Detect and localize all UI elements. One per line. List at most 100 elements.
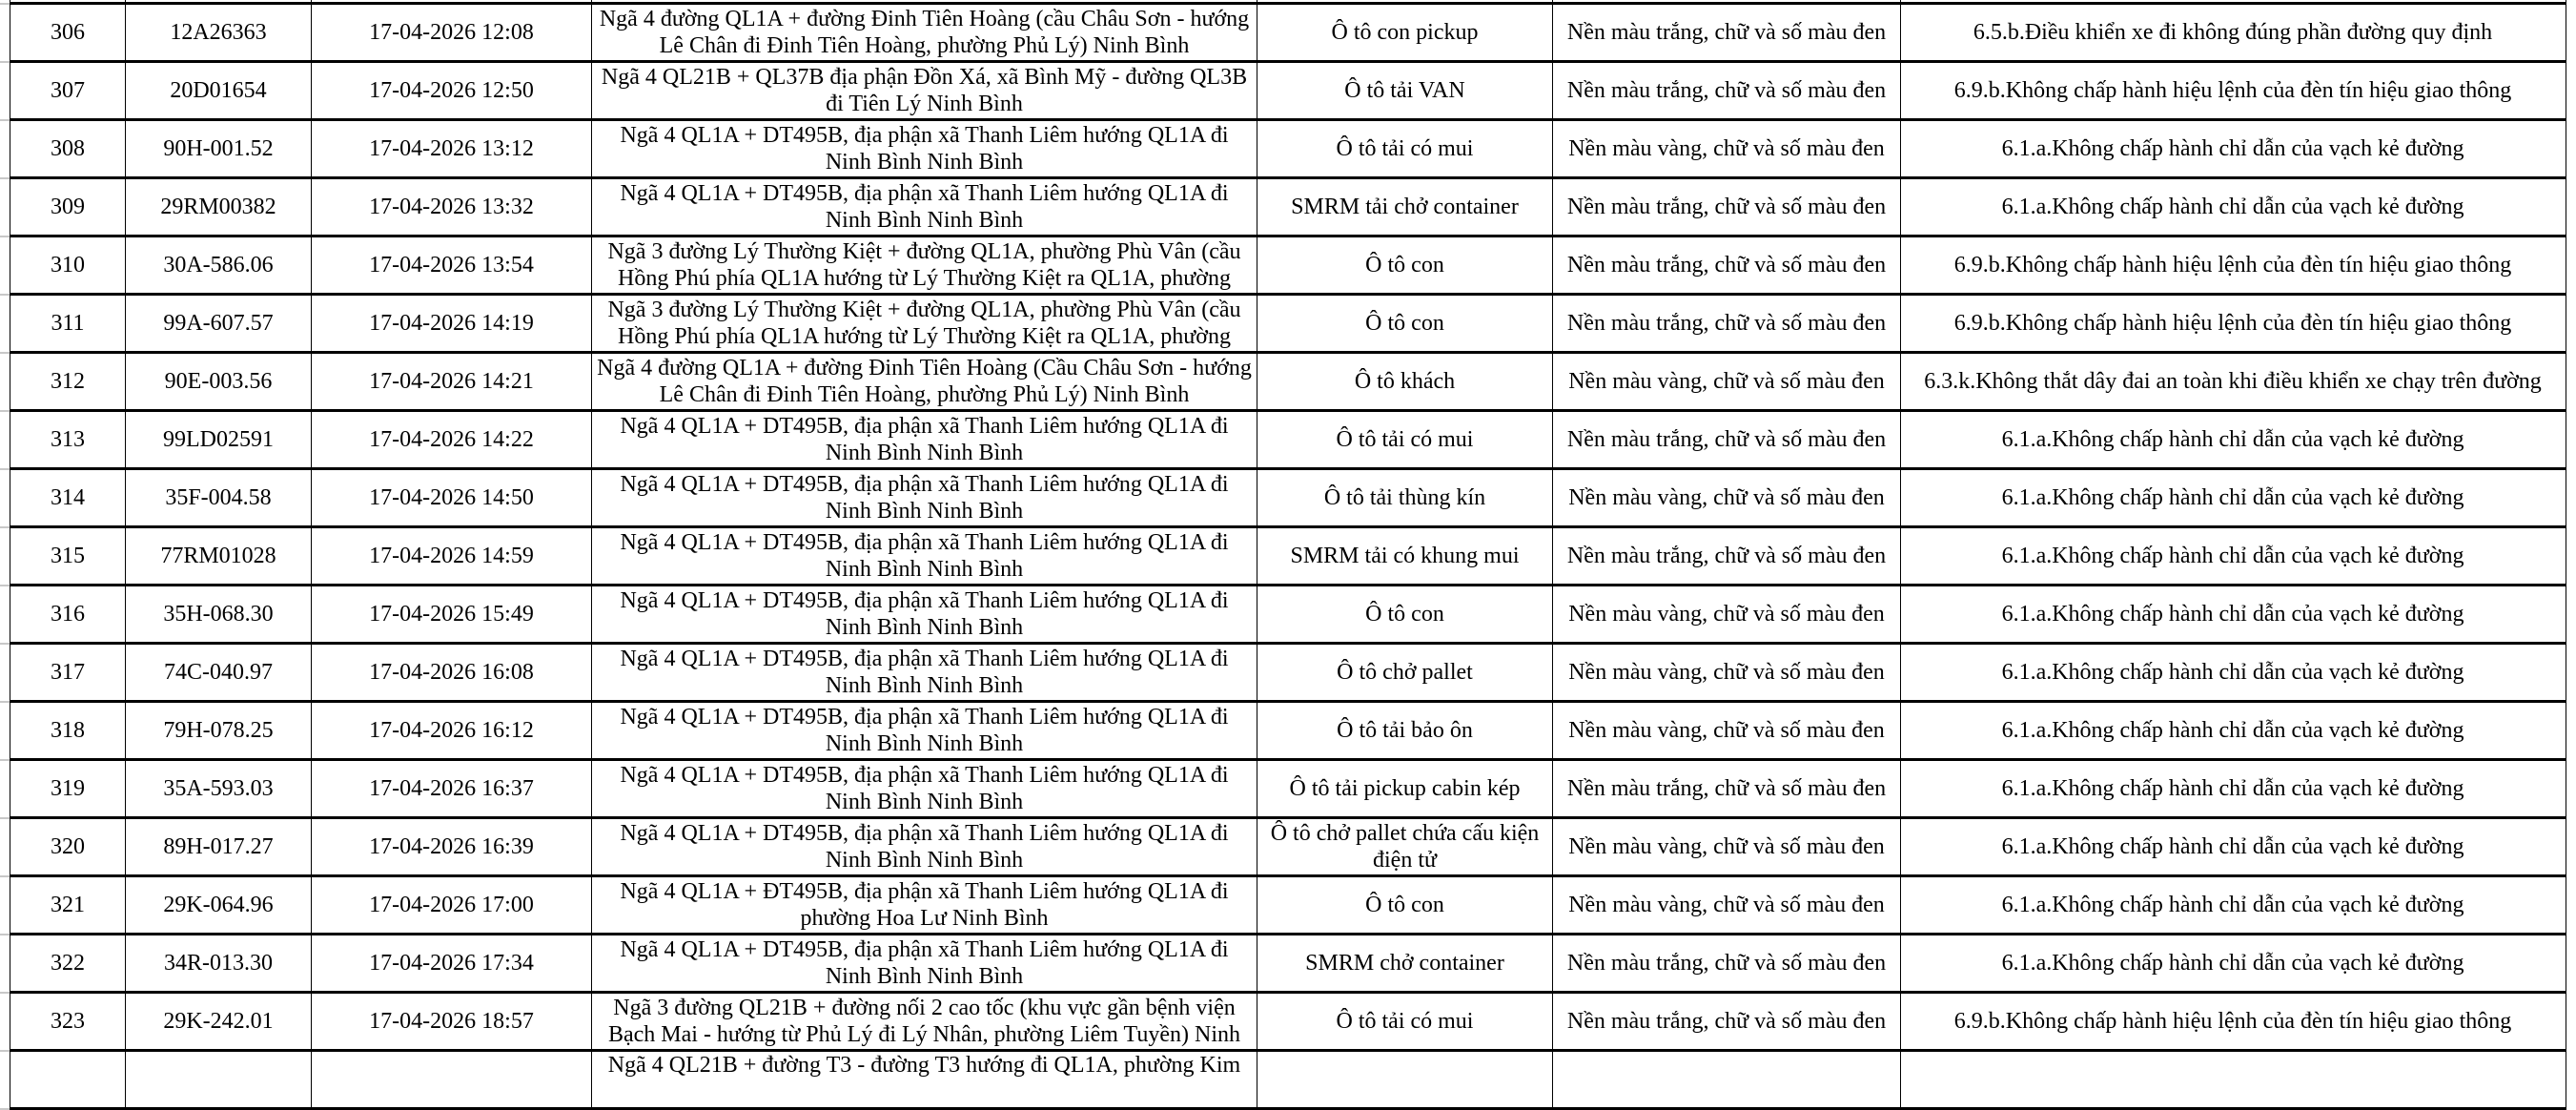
license-plate-cell[interactable]: 77RM01028 xyxy=(126,528,312,584)
license-plate-cell[interactable]: 35F-004.58 xyxy=(126,470,312,525)
violation-cell[interactable]: 6.9.b.Không chấp hành hiệu lệnh của đèn … xyxy=(1901,237,2565,293)
violation-cell[interactable]: 6.1.a.Không chấp hành chỉ dẫn của vạch k… xyxy=(1901,877,2565,933)
plate-color-cell[interactable]: Nền màu trắng, chữ và số màu đen xyxy=(1553,179,1901,235)
violation-cell[interactable]: 6.1.a.Không chấp hành chỉ dẫn của vạch k… xyxy=(1901,121,2565,176)
violation-cell[interactable]: 6.5.b.Điều khiển xe đi không đúng phần đ… xyxy=(1901,5,2565,60)
vehicle-type-cell[interactable]: Ô tô tải có mui xyxy=(1257,121,1553,176)
location-cell[interactable]: Ngã 4 QL1A + ĐT495B, địa phận xã Thanh L… xyxy=(592,877,1257,933)
plate-color-cell[interactable]: Nền màu vàng, chữ và số màu đen xyxy=(1553,354,1901,409)
license-plate-cell[interactable] xyxy=(126,1052,312,1107)
violation-cell[interactable]: 6.1.a.Không chấp hành chỉ dẫn của vạch k… xyxy=(1901,761,2565,816)
location-cell[interactable]: Ngã 4 QL21B + QL37B địa phận Đồn Xá, xã … xyxy=(592,63,1257,118)
row-number-cell[interactable] xyxy=(10,1052,126,1107)
row-number-cell[interactable]: 306 xyxy=(10,5,126,60)
plate-color-cell[interactable]: Nền màu vàng, chữ và số màu đen xyxy=(1553,645,1901,700)
time-cell[interactable] xyxy=(312,1052,592,1107)
vehicle-type-cell[interactable]: Ô tô con pickup xyxy=(1257,5,1553,60)
plate-color-cell[interactable] xyxy=(1553,0,1901,2)
plate-color-cell[interactable] xyxy=(1553,1052,1901,1107)
row-number-cell[interactable]: 318 xyxy=(10,703,126,758)
vehicle-type-cell[interactable]: SMRM chở container xyxy=(1257,935,1553,991)
time-cell[interactable]: 17-04-2026 14:19 xyxy=(312,296,592,351)
time-cell[interactable]: 17-04-2026 12:50 xyxy=(312,63,592,118)
license-plate-cell[interactable]: 30A-586.06 xyxy=(126,237,312,293)
row-number-cell[interactable]: 310 xyxy=(10,237,126,293)
time-cell[interactable]: 17-04-2026 14:22 xyxy=(312,412,592,467)
time-cell[interactable]: 17-04-2026 16:37 xyxy=(312,761,592,816)
row-number-cell[interactable]: 314 xyxy=(10,470,126,525)
license-plate-cell[interactable]: 35H-068.30 xyxy=(126,586,312,642)
time-cell[interactable]: 17-04-2026 14:21 xyxy=(312,354,592,409)
location-cell[interactable]: Ngã 3 đường QL21B + đường nối 2 cao tốc … xyxy=(592,994,1257,1049)
time-cell[interactable]: 17-04-2026 13:54 xyxy=(312,237,592,293)
time-cell[interactable]: 17-04-2026 17:00 xyxy=(312,877,592,933)
row-number-cell[interactable] xyxy=(10,0,126,2)
plate-color-cell[interactable]: Nền màu trắng, chữ và số màu đen xyxy=(1553,761,1901,816)
license-plate-cell[interactable]: 79H-078.25 xyxy=(126,703,312,758)
time-cell[interactable] xyxy=(312,0,592,2)
location-cell[interactable]: Ngã 4 QL21B + đường T3 - đường T3 hướng … xyxy=(592,1052,1257,1107)
time-cell[interactable]: 17-04-2026 16:39 xyxy=(312,819,592,874)
row-number-cell[interactable]: 309 xyxy=(10,179,126,235)
location-cell[interactable]: Ngã 4 QL1A + DT495B, địa phận xã Thanh L… xyxy=(592,935,1257,991)
vehicle-type-cell[interactable] xyxy=(1257,0,1553,2)
location-cell[interactable]: Ngã 4 đường QL1A + đường Đinh Tiên Hoàng… xyxy=(592,354,1257,409)
vehicle-type-cell[interactable] xyxy=(1257,1052,1553,1107)
plate-color-cell[interactable]: Nền màu vàng, chữ và số màu đen xyxy=(1553,470,1901,525)
violation-cell[interactable]: 6.1.a.Không chấp hành chỉ dẫn của vạch k… xyxy=(1901,412,2565,467)
plate-color-cell[interactable]: Nền màu vàng, chữ và số màu đen xyxy=(1553,703,1901,758)
time-cell[interactable]: 17-04-2026 12:08 xyxy=(312,5,592,60)
license-plate-cell[interactable]: 89H-017.27 xyxy=(126,819,312,874)
license-plate-cell[interactable]: 90E-003.56 xyxy=(126,354,312,409)
row-number-cell[interactable]: 317 xyxy=(10,645,126,700)
vehicle-type-cell[interactable]: Ô tô con xyxy=(1257,586,1553,642)
row-number-cell[interactable]: 320 xyxy=(10,819,126,874)
row-number-cell[interactable]: 323 xyxy=(10,994,126,1049)
location-cell[interactable]: Ngã 4 QL1A + DT495B, địa phận xã Thanh L… xyxy=(592,586,1257,642)
violation-cell[interactable]: 6.1.a.Không chấp hành chỉ dẫn của vạch k… xyxy=(1901,935,2565,991)
violation-cell[interactable]: 6.1.a.Không chấp hành chỉ dẫn của vạch k… xyxy=(1901,470,2565,525)
license-plate-cell[interactable]: 74C-040.97 xyxy=(126,645,312,700)
location-cell[interactable]: Ngã 3 đường Lý Thường Kiệt + đường QL1A,… xyxy=(592,237,1257,293)
plate-color-cell[interactable]: Nền màu trắng, chữ và số màu đen xyxy=(1553,5,1901,60)
row-number-cell[interactable]: 312 xyxy=(10,354,126,409)
license-plate-cell[interactable]: 99A-607.57 xyxy=(126,296,312,351)
violation-cell[interactable]: 6.1.a.Không chấp hành chỉ dẫn của vạch k… xyxy=(1901,179,2565,235)
row-number-cell[interactable]: 319 xyxy=(10,761,126,816)
license-plate-cell[interactable]: 20D01654 xyxy=(126,63,312,118)
time-cell[interactable]: 17-04-2026 13:32 xyxy=(312,179,592,235)
violation-cell[interactable]: 6.1.a.Không chấp hành chỉ dẫn của vạch k… xyxy=(1901,819,2565,874)
vehicle-type-cell[interactable]: Ô tô tải có mui xyxy=(1257,412,1553,467)
violation-cell[interactable]: 6.1.a.Không chấp hành chỉ dẫn của vạch k… xyxy=(1901,703,2565,758)
row-number-cell[interactable]: 308 xyxy=(10,121,126,176)
vehicle-type-cell[interactable]: Ô tô tải VAN xyxy=(1257,63,1553,118)
time-cell[interactable]: 17-04-2026 17:34 xyxy=(312,935,592,991)
violation-cell[interactable]: 6.3.k.Không thắt dây đai an toàn khi điề… xyxy=(1901,354,2565,409)
violation-cell[interactable]: 6.1.a.Không chấp hành chỉ dẫn của vạch k… xyxy=(1901,528,2565,584)
violation-cell[interactable]: 6.1.a.Không chấp hành chỉ dẫn của vạch k… xyxy=(1901,586,2565,642)
row-number-cell[interactable]: 315 xyxy=(10,528,126,584)
license-plate-cell[interactable]: 29K-064.96 xyxy=(126,877,312,933)
vehicle-type-cell[interactable]: Ô tô chở pallet xyxy=(1257,645,1553,700)
location-cell[interactable]: Ngã 4 QL1A + DT495B, địa phận xã Thanh L… xyxy=(592,412,1257,467)
vehicle-type-cell[interactable]: Ô tô chở pallet chứa cấu kiện điện tử xyxy=(1257,819,1553,874)
plate-color-cell[interactable]: Nền màu trắng, chữ và số màu đen xyxy=(1553,412,1901,467)
row-number-cell[interactable]: 307 xyxy=(10,63,126,118)
plate-color-cell[interactable]: Nền màu trắng, chữ và số màu đen xyxy=(1553,528,1901,584)
license-plate-cell[interactable]: 34R-013.30 xyxy=(126,935,312,991)
license-plate-cell[interactable]: 29RM00382 xyxy=(126,179,312,235)
vehicle-type-cell[interactable]: SMRM tải chở container xyxy=(1257,179,1553,235)
time-cell[interactable]: 17-04-2026 13:12 xyxy=(312,121,592,176)
row-number-cell[interactable]: 322 xyxy=(10,935,126,991)
location-cell[interactable]: Ngã 4 QL1A + DT495B, địa phận xã Thanh L… xyxy=(592,819,1257,874)
violation-cell[interactable]: 6.1.a.Không chấp hành chỉ dẫn của vạch k… xyxy=(1901,645,2565,700)
license-plate-cell[interactable]: 35A-593.03 xyxy=(126,761,312,816)
violation-cell[interactable] xyxy=(1901,1052,2565,1107)
plate-color-cell[interactable]: Nền màu trắng, chữ và số màu đen xyxy=(1553,63,1901,118)
plate-color-cell[interactable]: Nền màu trắng, chữ và số màu đen xyxy=(1553,935,1901,991)
plate-color-cell[interactable]: Nền màu trắng, chữ và số màu đen xyxy=(1553,994,1901,1049)
plate-color-cell[interactable]: Nền màu vàng, chữ và số màu đen xyxy=(1553,877,1901,933)
location-cell[interactable]: Ngã 4 QL1A + DT495B, địa phận xã Thanh L… xyxy=(592,121,1257,176)
location-cell[interactable] xyxy=(592,0,1257,2)
time-cell[interactable]: 17-04-2026 15:49 xyxy=(312,586,592,642)
